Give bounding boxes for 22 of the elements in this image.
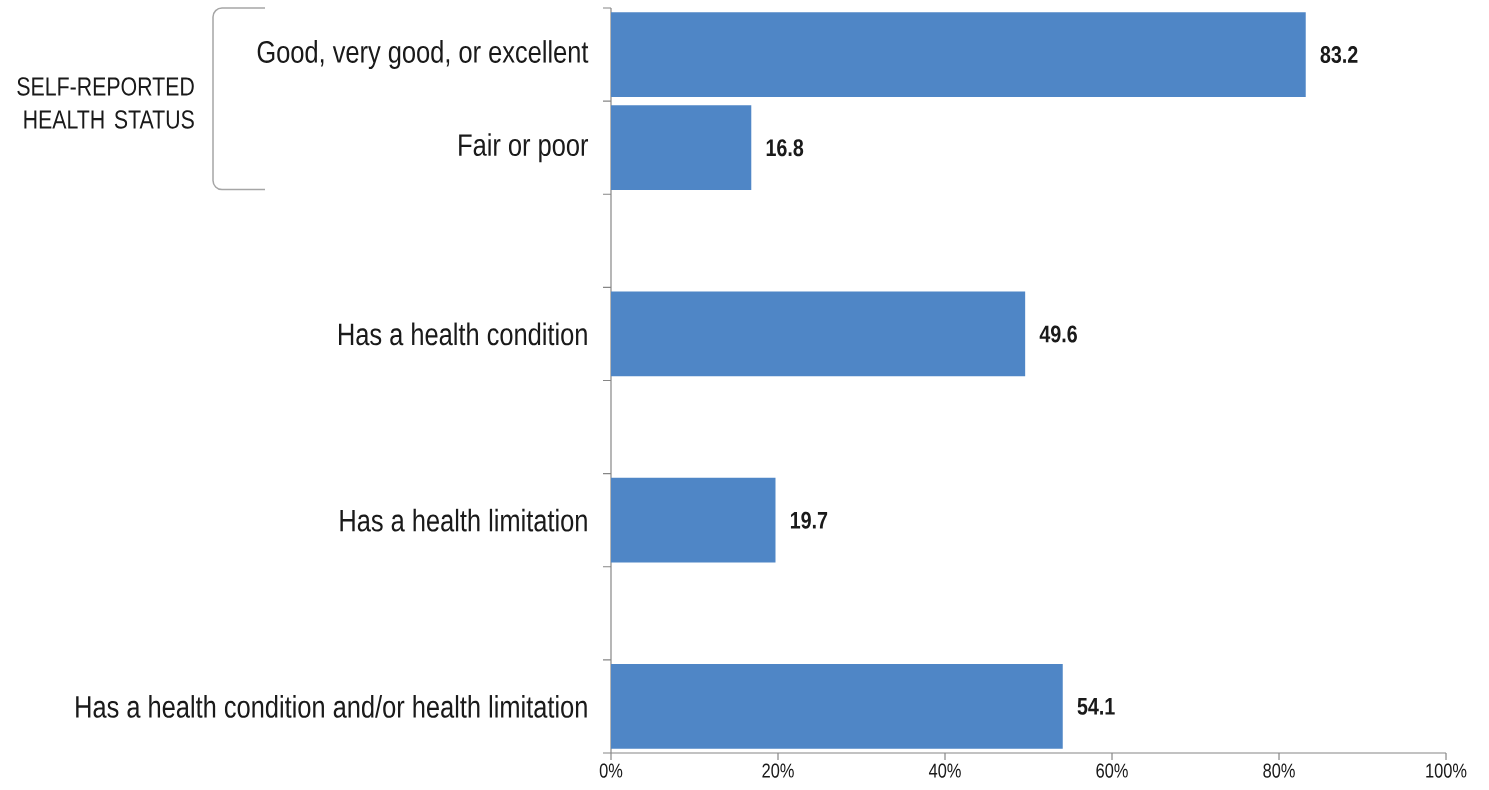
x-tick-label: 0% xyxy=(599,763,623,778)
y-tick-label: Has a health condition xyxy=(339,322,587,346)
data-label: 54.1 xyxy=(1077,698,1115,715)
x-tick-label: 40% xyxy=(928,763,961,778)
y-tick-label: Has a health limitation xyxy=(340,508,587,532)
y-tick-label: Good, very good, or excellent xyxy=(257,40,589,70)
data-label: 49.6 xyxy=(1039,325,1077,343)
x-tick-label: 100% xyxy=(1426,763,1467,778)
x-tick-label: 60% xyxy=(1096,763,1128,778)
data-label: 83.2 xyxy=(1320,46,1358,64)
text: SELF-REPORTED HEALTH STATUS xyxy=(17,77,194,129)
y-tick-label: Fair or poor xyxy=(459,133,589,163)
bar xyxy=(611,12,1306,97)
bar xyxy=(611,664,1063,749)
x-tick-label: 20% xyxy=(762,763,794,778)
data-label: 16.8 xyxy=(766,139,804,157)
x-tick-label: 80% xyxy=(1263,763,1295,778)
bar xyxy=(611,291,1026,377)
data-label: 19.7 xyxy=(790,511,828,529)
bar xyxy=(611,477,776,563)
bar xyxy=(611,105,752,191)
y-tick-label: Has a health condition and/or health limitation xyxy=(76,695,587,718)
